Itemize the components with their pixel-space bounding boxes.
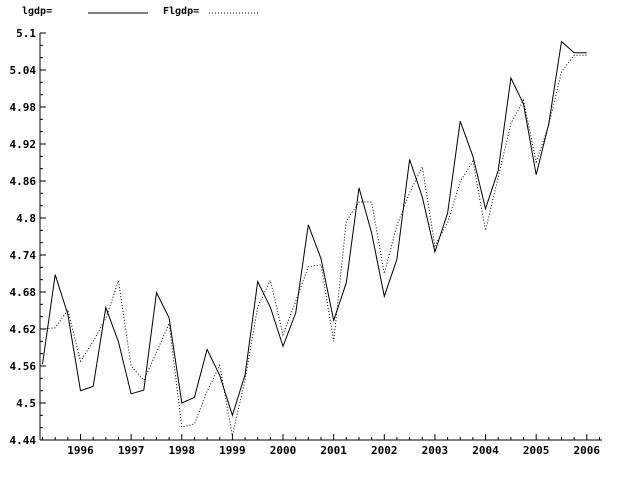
y-tick-label: 4.44 — [10, 434, 37, 447]
y-tick-label: 5.1 — [16, 27, 36, 40]
x-tick-label: 2001 — [320, 444, 347, 457]
axes — [39, 33, 602, 441]
y-tick-label: 4.74 — [10, 249, 37, 262]
legend: lgdp= Flgdp= — [22, 6, 258, 17]
x-tick-label: 1997 — [118, 444, 145, 457]
x-tick-label: 2006 — [574, 444, 601, 457]
y-tick-label: 4.98 — [10, 101, 37, 114]
y-tick-label: 4.68 — [10, 286, 37, 299]
x-tick-label: 1996 — [67, 444, 94, 457]
x-tick-label: 2003 — [422, 444, 449, 457]
series-lines — [42, 40, 587, 436]
x-tick-label: 2000 — [270, 444, 297, 457]
y-axis-ticks: 4.44 4.5 4.56 4.62 4.68 4.74 4.8 4.86 4.92 4.98 5.… — [10, 27, 46, 447]
y-tick-label: 4.62 — [10, 323, 37, 336]
x-tick-label: 2004 — [472, 444, 499, 457]
y-tick-label: 4.56 — [10, 360, 37, 373]
y-tick-label: 4.5 — [16, 397, 36, 410]
x-tick-label: 1999 — [219, 444, 246, 457]
series-line-flgdp — [42, 54, 587, 436]
y-tick-label: 4.8 — [16, 212, 36, 225]
legend-label-lgdp: lgdp= — [22, 6, 52, 17]
x-tick-label: 2002 — [371, 444, 398, 457]
y-tick-label: 4.92 — [10, 138, 37, 151]
y-tick-label: 4.86 — [10, 175, 37, 188]
x-axis-ticks: 1996 1997 1998 1999 2000 2001 2002 2003 2004 2005… — [42, 434, 601, 457]
x-tick-label: 1998 — [169, 444, 196, 457]
x-tick-label: 2005 — [523, 444, 550, 457]
legend-label-flgdp: Flgdp= — [163, 6, 199, 17]
y-tick-label: 5.04 — [10, 64, 37, 77]
series-line-lgdp — [42, 40, 587, 417]
